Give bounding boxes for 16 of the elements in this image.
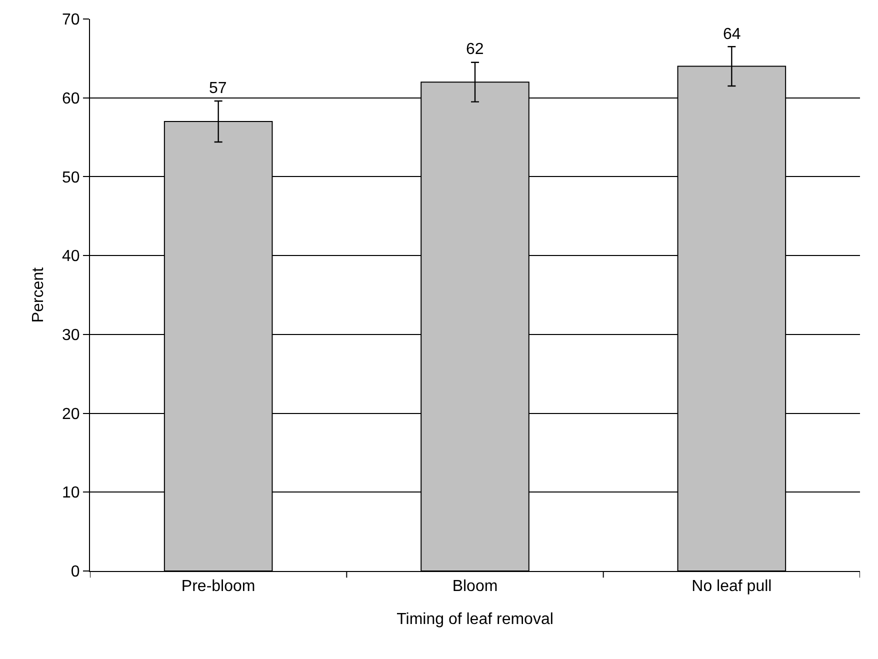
y-tick-label: 70 xyxy=(62,12,80,29)
y-tick-label: 60 xyxy=(62,90,80,108)
x-axis-title: Timing of leaf removal xyxy=(396,610,554,628)
y-tick-label: 0 xyxy=(70,564,80,581)
y-tick-label: 50 xyxy=(62,169,80,186)
x-tick-label: No leaf pull xyxy=(692,578,772,596)
data-label: 62 xyxy=(466,41,484,58)
y-tick-label: 40 xyxy=(62,248,80,266)
x-tick-label: Pre-bloom xyxy=(181,578,256,596)
data-label: 57 xyxy=(209,80,227,97)
x-tick-label: Bloom xyxy=(452,578,498,596)
y-tick-label: 20 xyxy=(62,406,80,423)
y-tick-label: 30 xyxy=(62,327,80,344)
y-axis-title: Percent xyxy=(30,266,47,323)
data-label: 64 xyxy=(723,26,741,43)
y-tick-label: 10 xyxy=(62,484,80,502)
